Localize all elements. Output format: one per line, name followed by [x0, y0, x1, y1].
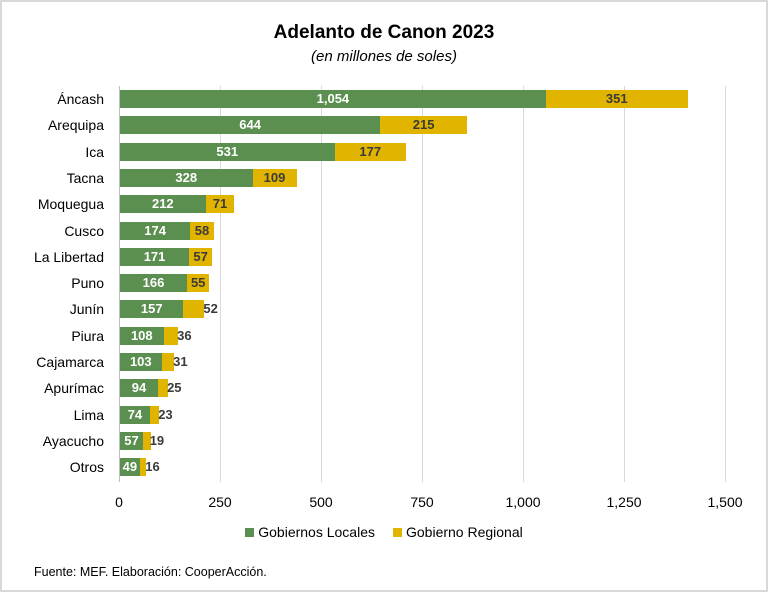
bar-value-label: 31	[173, 354, 188, 369]
category-label: Apurímac	[44, 380, 104, 397]
bar-gobiernos-locales: 57	[120, 431, 144, 450]
bar-gobierno-regional	[161, 353, 175, 371]
bar-gobierno-regional	[157, 379, 169, 398]
bar-gobiernos-locales: 328	[120, 168, 253, 187]
legend-label: Gobierno Regional	[406, 524, 523, 540]
x-tick-label: 1,500	[707, 494, 743, 510]
gridline	[624, 86, 625, 482]
plot-area: 1,054 351 644 215 531 177 328 109 212 71 174 58 171 5…	[119, 86, 726, 482]
bar-gobiernos-locales: 94	[120, 379, 158, 398]
gridline	[220, 86, 221, 482]
bar-gobiernos-locales: 74	[120, 405, 150, 424]
category-label: Piura	[71, 327, 104, 344]
bar-row: 166 55	[119, 274, 725, 293]
category-label: Ica	[85, 143, 104, 160]
legend-swatch-green	[245, 527, 255, 537]
x-tick-label: 1,000	[505, 494, 541, 510]
category-label: Arequipa	[47, 117, 104, 134]
bar-gobiernos-locales: 171	[120, 247, 190, 266]
bar-gobierno-regional: 215	[380, 116, 468, 135]
category-label: Ayacucho	[42, 432, 104, 449]
bar-value-label: 25	[167, 380, 182, 396]
category-label: La Libertad	[33, 248, 104, 265]
bar-gobierno-regional	[163, 326, 179, 345]
bar-row: 94 25	[119, 379, 725, 398]
bar-gobiernos-locales: 1,054	[120, 90, 546, 108]
bar-value-label: 23	[158, 406, 173, 422]
gridline	[523, 86, 524, 482]
bar-gobierno-regional: 58	[190, 221, 214, 240]
bar-gobierno-regional: 71	[205, 195, 235, 214]
legend: Gobiernos Locales Gobierno Regional	[0, 524, 768, 540]
category-label: Junín	[69, 301, 104, 318]
bar-gobiernos-locales: 174	[120, 221, 191, 240]
bar-row: 644 215	[119, 116, 725, 135]
category-label: Lima	[73, 406, 104, 423]
bar-gobiernos-locales: 49	[120, 458, 140, 477]
chart-title: Adelanto de Canon 2023	[273, 22, 495, 43]
y-axis-line	[119, 86, 120, 482]
bar-gobierno-regional	[139, 458, 147, 477]
gridline	[422, 86, 423, 482]
chart-subtitle: (en millones de soles)	[311, 48, 457, 65]
bar-row: 49 16	[119, 458, 725, 477]
x-tick-label: 500	[309, 494, 333, 510]
bar-gobierno-regional	[183, 300, 205, 319]
bar-gobiernos-locales: 157	[120, 300, 184, 319]
category-label: Moquegua	[37, 196, 104, 213]
bar-gobierno-regional	[143, 431, 151, 450]
legend-swatch-yellow	[393, 527, 402, 537]
legend-label: Gobiernos Locales	[258, 524, 375, 540]
category-label: Áncash	[57, 91, 104, 107]
category-label: Puno	[71, 275, 104, 292]
bar-row: 212 71	[119, 195, 725, 214]
gridline	[725, 86, 726, 482]
bar-gobierno-regional: 351	[545, 90, 688, 108]
bar-gobiernos-locales: 108	[120, 326, 164, 345]
bar-gobiernos-locales: 644	[120, 116, 381, 135]
bar-gobierno-regional: 177	[334, 142, 407, 161]
bar-row: 174 58	[119, 221, 725, 240]
x-tick-label: 750	[410, 494, 434, 510]
bar-gobiernos-locales: 103	[120, 353, 162, 371]
bar-gobiernos-locales: 212	[120, 195, 206, 214]
legend-item-gobierno-regional: Gobierno Regional	[393, 524, 523, 540]
category-label: Tacna	[66, 169, 104, 186]
bar-row: 103 31	[119, 353, 725, 371]
bar-row: 1,054 351	[119, 90, 725, 108]
category-label: Cusco	[64, 222, 104, 239]
bar-row: 108 36	[119, 326, 725, 345]
bar-gobierno-regional	[149, 405, 160, 424]
x-tick-label: 0	[115, 494, 123, 510]
bar-gobierno-regional: 55	[187, 274, 210, 293]
bar-gobiernos-locales: 531	[120, 142, 335, 161]
bar-row: 157 52	[119, 300, 725, 319]
gridline	[321, 86, 322, 482]
bar-row: 328 109	[119, 168, 725, 187]
bar-row: 171 57	[119, 247, 725, 266]
source-note: Fuente: MEF. Elaboración: CooperAcción.	[34, 565, 267, 579]
bar-value-label: 52	[203, 301, 218, 317]
bar-gobierno-regional: 109	[252, 168, 297, 187]
legend-item-gobiernos-locales: Gobiernos Locales	[245, 524, 375, 540]
bar-row: 74 23	[119, 405, 725, 424]
bar-row: 531 177	[119, 142, 725, 161]
bar-value-label: 16	[145, 459, 160, 475]
bar-gobiernos-locales: 166	[120, 274, 188, 293]
x-tick-label: 250	[208, 494, 232, 510]
bar-value-label: 36	[177, 327, 192, 343]
x-tick-label: 1,250	[606, 494, 642, 510]
bar-gobierno-regional: 57	[189, 247, 213, 266]
bar-value-label: 19	[149, 432, 165, 448]
category-label: Otros	[69, 459, 104, 476]
category-label: Cajamarca	[36, 354, 104, 370]
bar-row: 57 19	[119, 431, 725, 450]
